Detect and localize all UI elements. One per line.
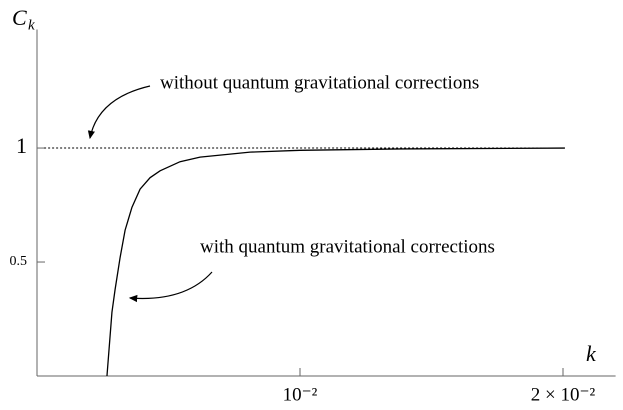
y-axis-label: C — [12, 5, 27, 30]
x-tick-label: 2 × 10⁻² — [531, 384, 596, 405]
annotation: with quantum gravitational corrections — [200, 236, 495, 257]
y-tick-label: 0.5 — [10, 254, 28, 269]
x-axis-label: k — [586, 341, 597, 366]
arrow — [87, 85, 151, 140]
x-tick-label: 10⁻² — [283, 384, 318, 405]
y-tick-label: 1 — [16, 133, 27, 158]
data-line — [106, 147, 565, 377]
arrow — [128, 271, 213, 303]
annotation: without quantum gravitational correction… — [160, 72, 479, 93]
y-axis-label-subscript: k — [28, 17, 35, 33]
